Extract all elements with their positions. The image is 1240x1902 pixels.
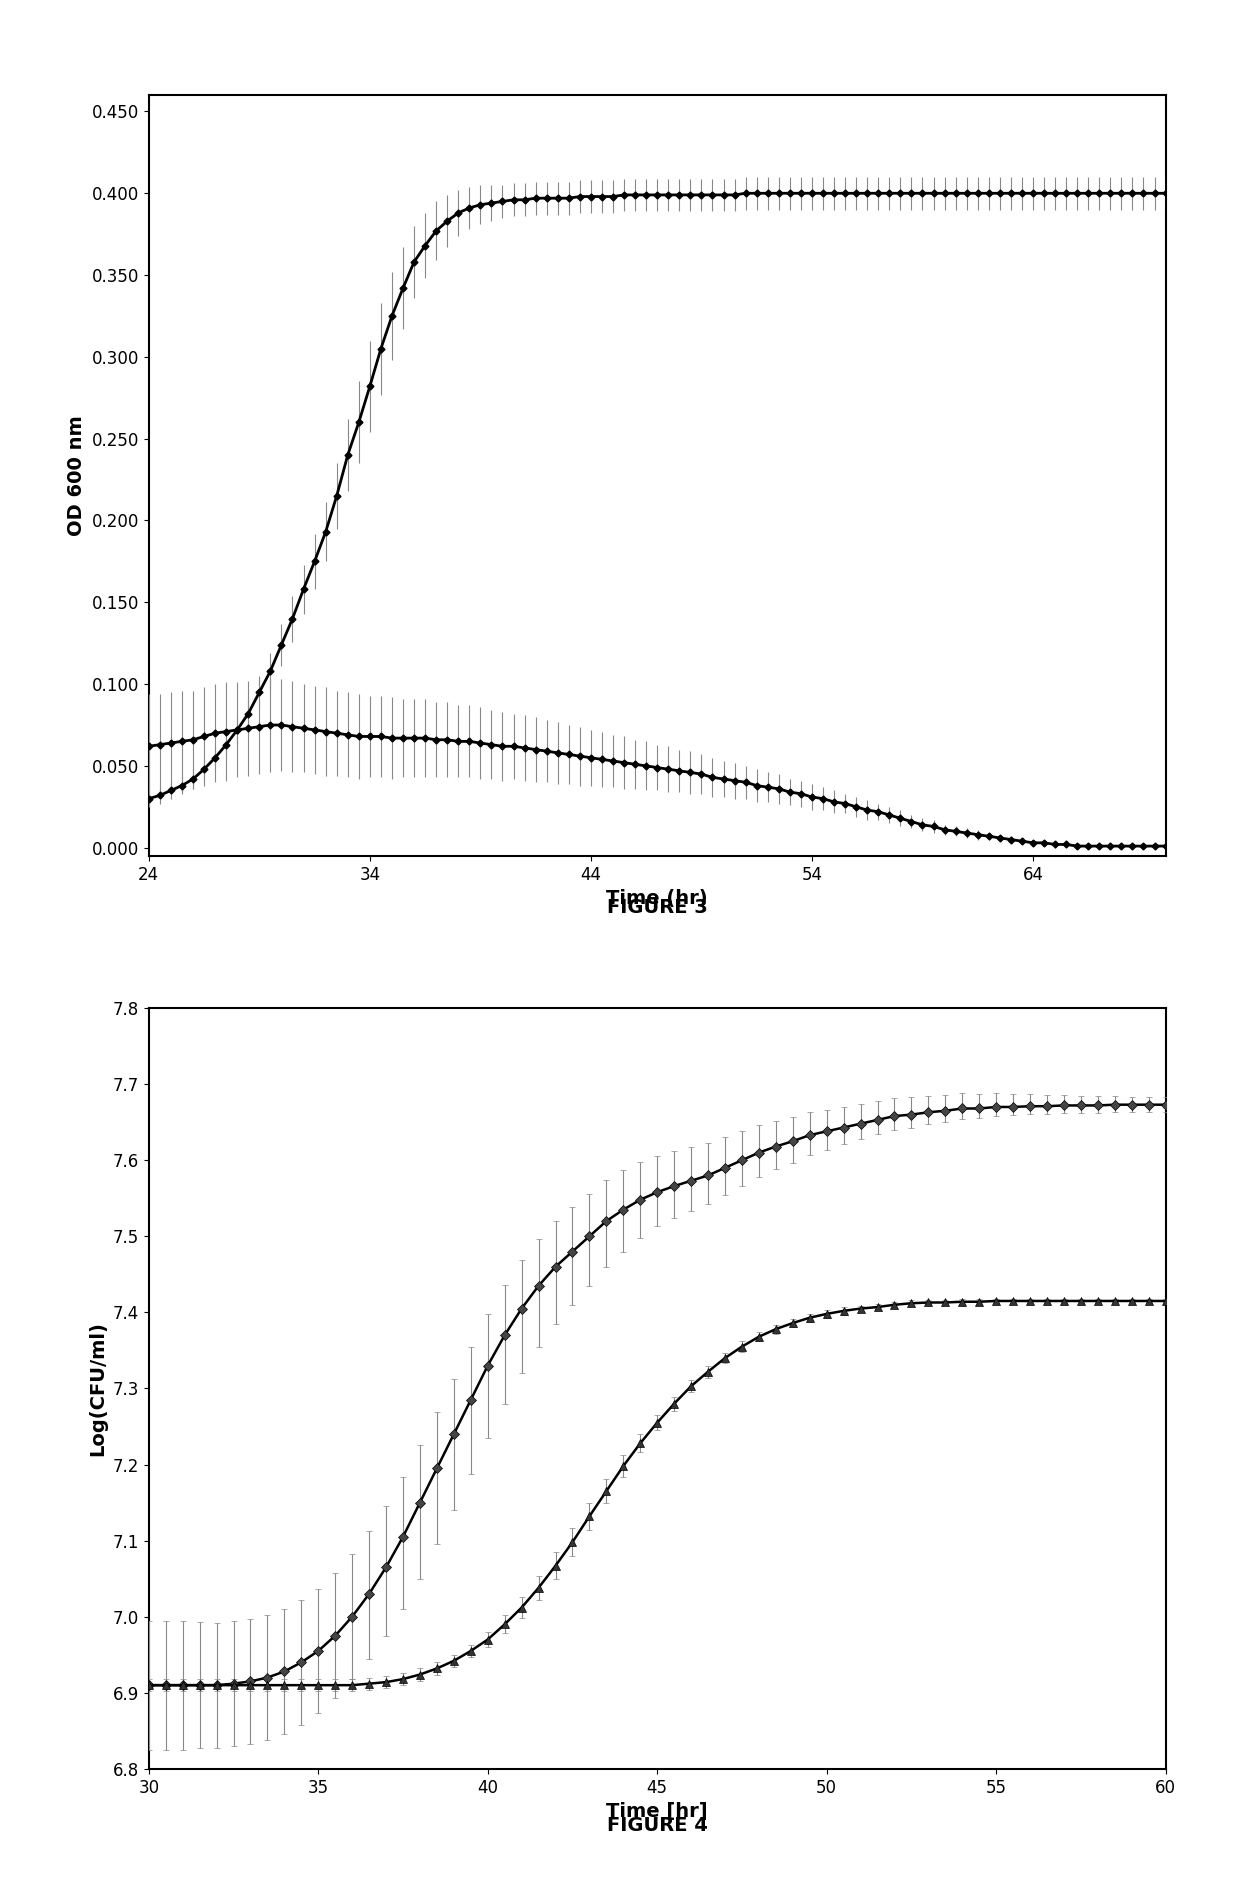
X-axis label: Time (hr): Time (hr) (606, 888, 708, 907)
Text: FIGURE 3: FIGURE 3 (606, 898, 708, 917)
X-axis label: Time [hr]: Time [hr] (606, 1801, 708, 1820)
Text: FIGURE 4: FIGURE 4 (606, 1816, 708, 1835)
Y-axis label: OD 600 nm: OD 600 nm (67, 415, 86, 536)
Y-axis label: Log(CFU/ml): Log(CFU/ml) (88, 1322, 107, 1455)
